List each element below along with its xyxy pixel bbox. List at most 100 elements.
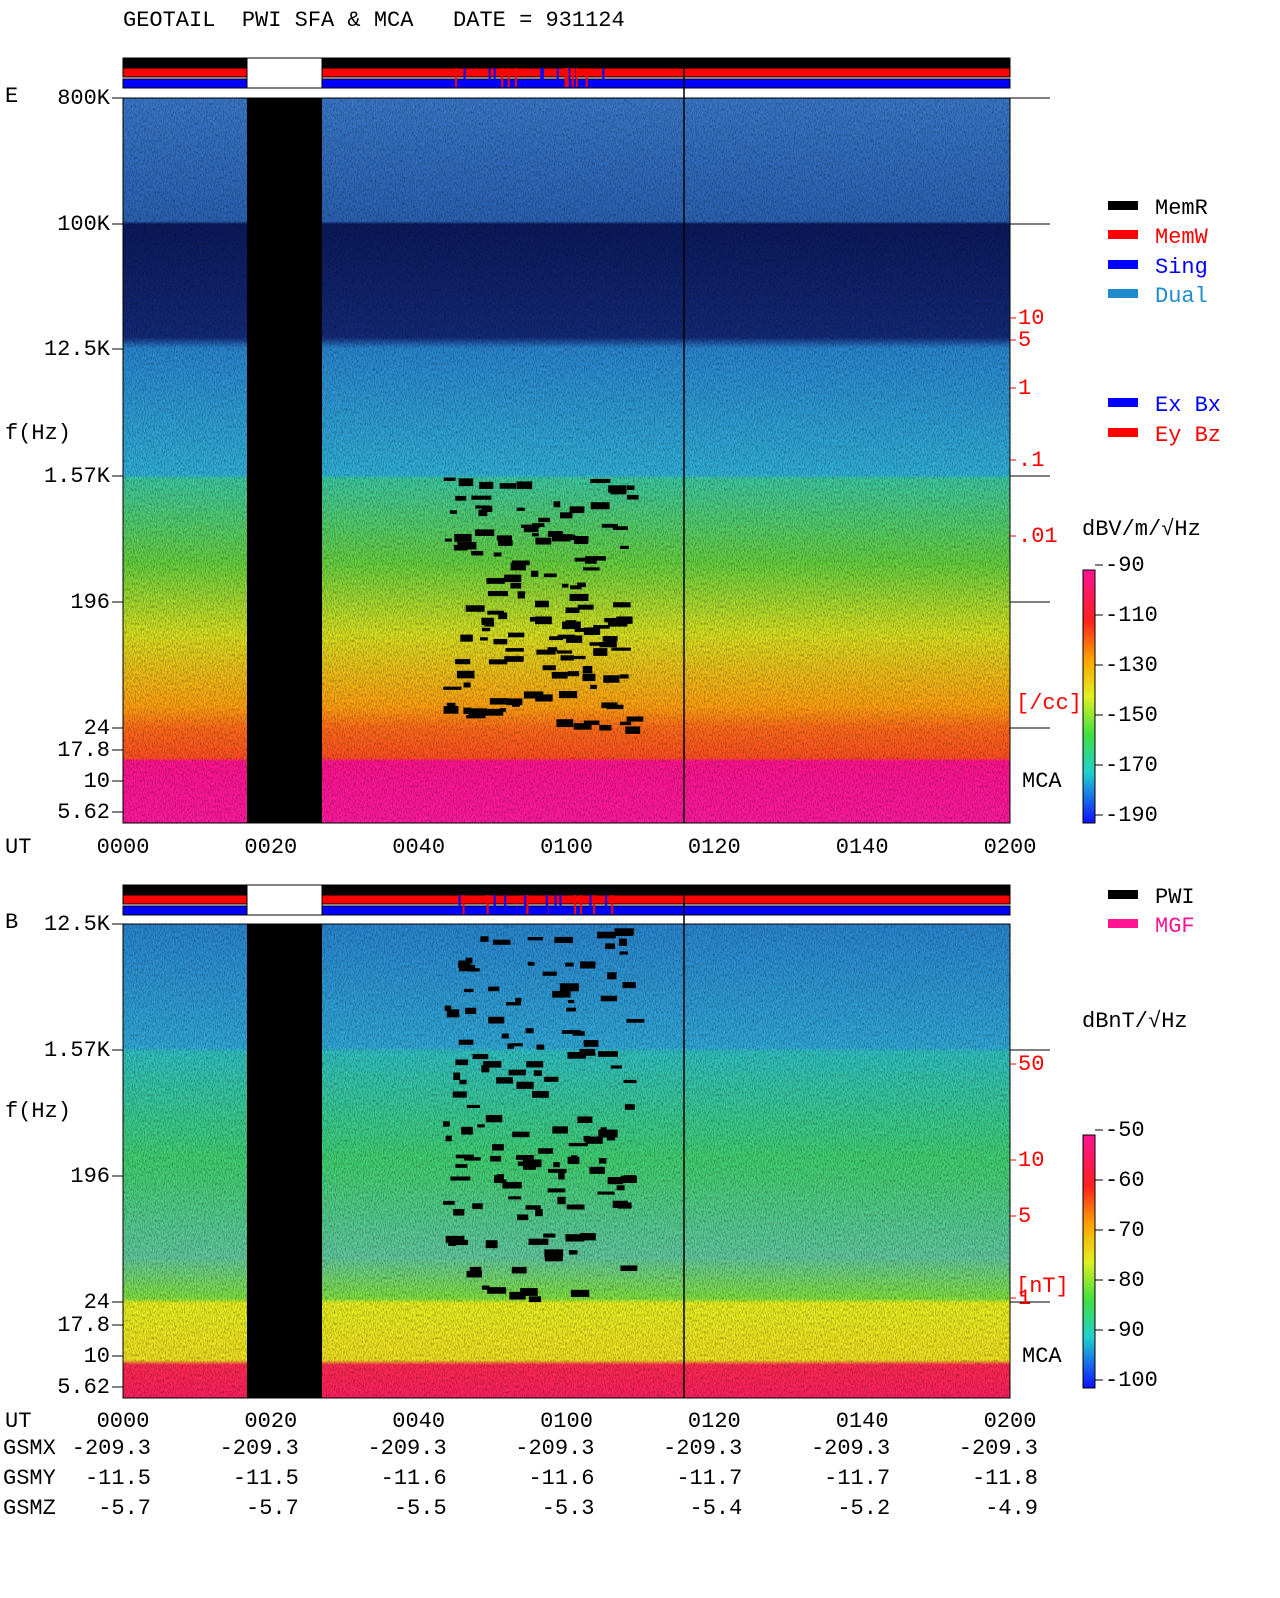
status-tick [589, 895, 592, 914]
data-block [481, 505, 493, 512]
data-block [535, 1209, 543, 1217]
data-block [558, 1171, 565, 1180]
status-tick [559, 895, 562, 914]
data-block [484, 622, 495, 627]
ephemeris-value: -11.6 [528, 1466, 594, 1491]
side-scale-label: 10 [1018, 306, 1044, 331]
data-block [542, 665, 556, 671]
data-block [516, 481, 533, 489]
data-gap [247, 98, 322, 823]
side-scale-label: .1 [1018, 448, 1044, 473]
data-block [538, 1148, 554, 1154]
data-block [543, 1233, 556, 1238]
data-block [607, 972, 617, 980]
data-block [517, 591, 526, 599]
side-scale-label: 1 [1018, 1286, 1031, 1311]
status-tick [556, 68, 559, 87]
freq-tick-label: 10 [84, 769, 110, 794]
data-block [516, 1081, 534, 1089]
data-block [483, 1061, 502, 1068]
status-tick [593, 895, 596, 914]
data-block [590, 478, 611, 483]
data-block [623, 1079, 637, 1084]
side-scale-label: 50 [1018, 1052, 1044, 1077]
status-tick [574, 895, 577, 914]
data-block [538, 517, 550, 523]
data-block [504, 574, 522, 583]
data-block [535, 616, 552, 625]
side-scale-label: 5 [1018, 1204, 1031, 1229]
data-block [593, 648, 608, 656]
data-block [499, 708, 506, 712]
data-block [460, 634, 473, 642]
ephemeris-value: -5.5 [394, 1496, 447, 1521]
data-block [516, 507, 525, 511]
data-block [554, 936, 573, 944]
status-tick [504, 895, 507, 914]
data-block [566, 1204, 585, 1210]
data-block [508, 632, 525, 638]
freq-tick-label: 17.8 [57, 738, 110, 763]
ephemeris-value: -11.8 [972, 1466, 1038, 1491]
data-block [561, 583, 569, 588]
data-block [552, 990, 571, 998]
data-block [493, 552, 502, 557]
colorbar-tick-label: -130 [1105, 653, 1158, 678]
status-tick [568, 68, 571, 87]
data-block [450, 1176, 471, 1181]
title: GEOTAIL PWI SFA & MCA DATE = 931124 [123, 8, 625, 33]
data-block [568, 999, 575, 1004]
data-block [506, 698, 523, 706]
data-block [510, 562, 526, 571]
data-block [455, 1154, 475, 1159]
time-tick-label: 0000 [97, 835, 150, 860]
data-block [606, 1135, 616, 1141]
data-block [570, 585, 582, 590]
data-block [498, 540, 513, 546]
data-block [463, 682, 471, 688]
legend-swatch [1108, 201, 1138, 210]
data-block [598, 1158, 607, 1164]
data-block [528, 1296, 542, 1303]
data-block [454, 533, 472, 542]
legend-label: Dual [1155, 284, 1208, 309]
data-block [481, 627, 491, 632]
freq-tick-label: 12.5K [44, 337, 111, 362]
ephemeris-value: -11.7 [824, 1466, 890, 1491]
status-gap [246, 57, 323, 89]
data-block [559, 691, 578, 699]
legend-swatch [1108, 398, 1138, 407]
freq-axis-title: f(Hz) [5, 1099, 71, 1124]
data-block [577, 582, 586, 588]
status-tick [585, 68, 588, 87]
data-block [458, 1039, 474, 1045]
data-block [613, 602, 631, 608]
legend-swatch [1108, 890, 1138, 899]
data-block [614, 931, 634, 937]
data-block [567, 1156, 580, 1164]
data-block [459, 1079, 467, 1085]
data-block [478, 509, 488, 517]
data-block [498, 612, 508, 620]
legend-swatch [1108, 919, 1138, 928]
frame [122, 923, 1011, 1399]
status-bar [122, 884, 1011, 895]
freq-tick-label: 5.62 [57, 1375, 110, 1400]
side-scale-label: .01 [1018, 524, 1058, 549]
data-block [566, 635, 583, 643]
freq-tick-label: 17.8 [57, 1313, 110, 1338]
data-block [619, 545, 629, 549]
legend-label: MemW [1155, 225, 1209, 250]
status-tick [486, 895, 489, 914]
status-tick [605, 895, 608, 914]
data-block [525, 1028, 534, 1034]
data-block [574, 557, 593, 562]
colorbar-unit: dBnT/√Hz [1082, 1009, 1188, 1034]
data-block [557, 634, 576, 639]
data-block [532, 523, 545, 527]
colorbar-tick-label: -90 [1105, 553, 1145, 578]
status-tick [545, 895, 548, 914]
time-tick-label: 0100 [540, 1409, 593, 1434]
panel-label: B [5, 910, 18, 935]
